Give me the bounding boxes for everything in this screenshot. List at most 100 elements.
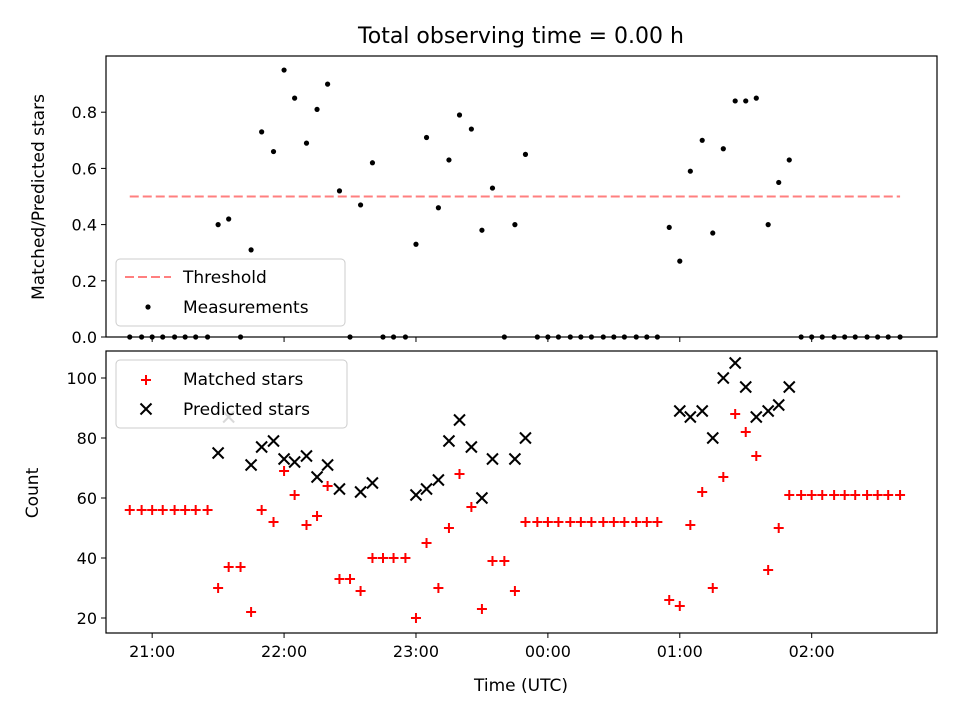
y-tick-label: 0.0 — [72, 328, 97, 347]
x-tick-label: 02:00 — [789, 642, 835, 661]
matched-stars-point — [817, 490, 828, 500]
matched-stars-point — [124, 505, 135, 515]
y-tick-label: 20 — [77, 609, 97, 628]
measurements-point — [677, 258, 683, 264]
matched-stars-point — [763, 565, 774, 575]
measurements-point — [336, 188, 343, 194]
x-tick-label: 23:00 — [393, 642, 439, 661]
y-tick-label: 60 — [77, 489, 97, 508]
matched-stars-point — [598, 517, 609, 527]
matched-stars-point — [862, 490, 873, 500]
predicted-stars-point — [739, 380, 752, 394]
matched-stars-point — [312, 511, 323, 521]
matched-stars-point — [730, 409, 741, 419]
matched-stars-point — [850, 490, 861, 500]
predicted-stars-point — [465, 440, 478, 454]
measurements-point — [226, 216, 232, 222]
y-tick-label: 80 — [77, 429, 97, 448]
matched-stars-point — [718, 472, 729, 482]
legend-measurements-swatch — [145, 304, 151, 310]
matched-stars-point — [235, 562, 246, 572]
matched-stars-point — [872, 490, 883, 500]
legend-predicted-swatch — [139, 402, 153, 416]
matched-stars-point — [652, 517, 663, 527]
measurements-point — [281, 67, 287, 73]
predicted-stars-point — [684, 410, 697, 424]
predicted-stars-point — [354, 485, 367, 499]
y-tick-label: 0.6 — [72, 159, 97, 178]
x-axis-label: Time (UTC) — [473, 676, 568, 696]
predicted-stars-point — [706, 431, 719, 445]
predicted-stars-point — [717, 371, 730, 385]
matched-stars-point — [169, 505, 180, 515]
measurements-point — [666, 224, 672, 231]
measurements-point — [732, 98, 738, 104]
predicted-stars-point — [442, 434, 456, 448]
measurements-point — [753, 95, 759, 101]
legend-measurements-label: Measurements — [183, 298, 309, 318]
measurements-point — [270, 148, 277, 155]
matched-stars-point — [334, 574, 345, 584]
predicted-stars-point — [696, 404, 709, 418]
axes-frame — [105, 350, 938, 634]
matched-stars-point — [180, 505, 191, 515]
predicted-stars-point — [761, 404, 775, 418]
y-tick-label: 100 — [66, 369, 97, 388]
matched-stars-point — [289, 490, 300, 500]
matched-stars-point — [466, 502, 477, 512]
measurements-point — [303, 140, 310, 146]
measurements-point — [776, 179, 782, 186]
matched-stars-point — [509, 586, 520, 596]
measurements-point — [314, 106, 320, 112]
predicted-stars-point — [673, 404, 686, 418]
matched-stars-point — [839, 490, 850, 500]
matched-stars-point — [388, 553, 399, 563]
matched-stars-point — [256, 505, 267, 515]
measurements-point — [512, 222, 518, 228]
matched-stars-point — [532, 517, 543, 527]
predicted-stars-point — [432, 473, 445, 487]
matched-stars-point — [575, 517, 586, 527]
measurements-point — [522, 151, 529, 157]
matched-stars-point — [487, 556, 498, 566]
measurements-point — [456, 112, 463, 118]
x-tick-label: 00:00 — [525, 642, 571, 661]
x-tick-label: 01:00 — [657, 642, 703, 661]
predicted-stars-point — [300, 449, 313, 463]
matched-stars-point — [499, 556, 510, 566]
matched-stars-point — [223, 562, 234, 572]
legend-matched-label: Matched stars — [183, 370, 303, 390]
predicted-stars-point — [783, 380, 796, 394]
predicted-stars-point — [453, 413, 466, 427]
matched-stars-point — [157, 505, 168, 515]
measurements-point — [292, 95, 298, 101]
matched-stars-point — [400, 553, 411, 563]
measurements-point — [786, 157, 792, 163]
measurements-point — [369, 160, 376, 166]
y-tick-label: 0.8 — [72, 103, 97, 122]
predicted-stars-point — [508, 452, 522, 466]
measurements-point — [710, 230, 716, 236]
matched-stars-point — [378, 553, 388, 563]
measurements-point — [479, 227, 485, 233]
matched-stars-point — [740, 427, 751, 437]
predicted-stars-point — [288, 455, 301, 469]
matched-stars-point — [883, 490, 894, 500]
matched-stars-point — [895, 490, 906, 500]
predicted-stars-point — [486, 452, 499, 466]
predicted-stars-point — [321, 458, 334, 472]
predicted-stars-point — [750, 410, 763, 424]
predicted-stars-point — [267, 434, 280, 448]
legend-threshold-label: Threshold — [182, 268, 267, 288]
matched-stars-point — [268, 517, 279, 527]
measurements-point — [468, 126, 474, 132]
matched-stars-point — [443, 523, 454, 533]
matched-stars-point — [355, 586, 366, 596]
x-tick-label: 21:00 — [129, 642, 175, 661]
x-tick-label: 22:00 — [261, 642, 307, 661]
legend-box — [115, 359, 348, 429]
measurements-point — [248, 247, 254, 253]
predicted-stars-point — [255, 440, 268, 454]
measurements-point — [215, 222, 221, 228]
matched-stars-point — [707, 583, 718, 593]
